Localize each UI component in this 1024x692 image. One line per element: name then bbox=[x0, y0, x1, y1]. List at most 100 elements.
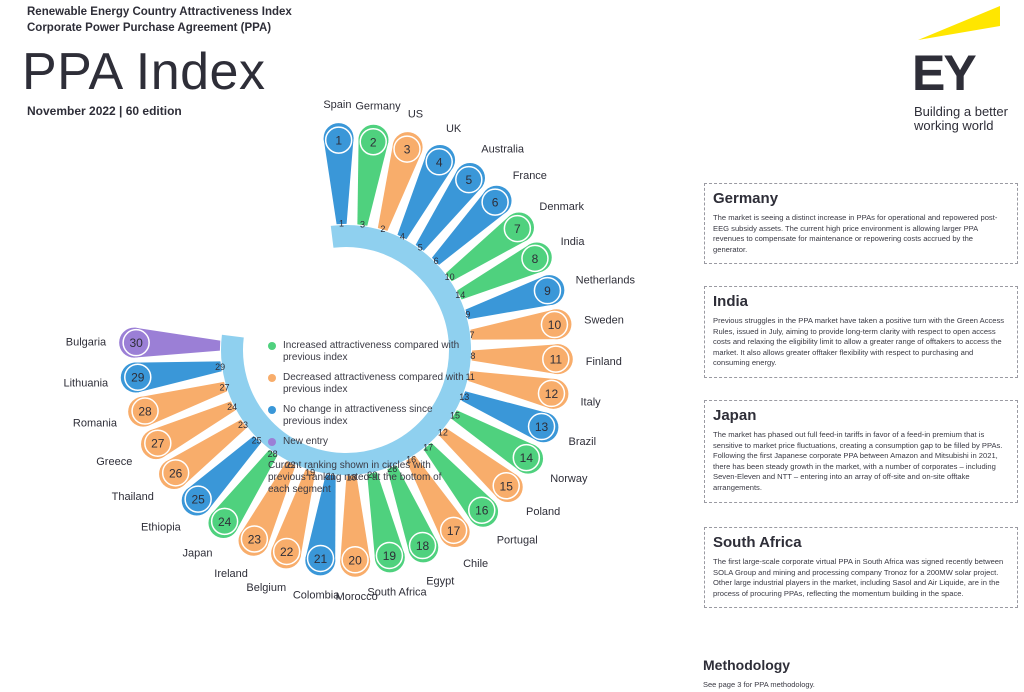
previous-rank-australia: 5 bbox=[418, 242, 423, 252]
country-label-france: France bbox=[513, 170, 547, 182]
rank-number-chile: 17 bbox=[447, 524, 461, 538]
segment-us bbox=[377, 142, 422, 231]
no-change-dot-icon bbox=[268, 406, 276, 414]
country-label-finland: Finland bbox=[586, 356, 622, 368]
segment-egypt bbox=[387, 465, 438, 553]
legend-label: Increased attractiveness compared with p… bbox=[283, 340, 460, 363]
rank-circle-belgium bbox=[272, 537, 301, 566]
rank-number-thailand: 26 bbox=[169, 466, 183, 480]
rank-circle-portugal bbox=[468, 496, 496, 524]
rank-number-ethiopia: 25 bbox=[191, 493, 205, 507]
rank-circle-romania bbox=[131, 397, 159, 425]
note-title: Germany bbox=[713, 190, 779, 207]
previous-rank-denmark: 10 bbox=[445, 272, 455, 282]
note-text: The first large-scale corporate virtual … bbox=[713, 557, 1004, 598]
segment-brazil bbox=[461, 391, 549, 442]
country-label-germany: Germany bbox=[355, 101, 401, 113]
legend-label: Decreased attractiveness compared with p… bbox=[283, 372, 464, 395]
rank-circle-sweden bbox=[540, 310, 569, 339]
country-label-japan: Japan bbox=[182, 548, 212, 560]
rank-circle-south-africa bbox=[375, 541, 404, 570]
previous-rank-belgium: 19 bbox=[305, 467, 315, 477]
previous-rank-sweden: 7 bbox=[470, 330, 475, 340]
legend-item-decreased: Decreased attractiveness compared with p… bbox=[268, 372, 468, 396]
rank-number-india: 8 bbox=[532, 252, 539, 266]
methodology-text: See page 3 for PPA methodology. bbox=[703, 680, 815, 689]
new-entry-dot-icon bbox=[268, 438, 276, 446]
rank-number-netherlands: 9 bbox=[544, 284, 551, 298]
note-title: Japan bbox=[713, 407, 757, 424]
country-label-denmark: Denmark bbox=[539, 201, 584, 213]
rank-number-italy: 12 bbox=[545, 387, 559, 401]
rank-number-poland: 15 bbox=[500, 479, 514, 493]
rank-circle-egypt bbox=[408, 531, 437, 560]
country-label-netherlands: Netherlands bbox=[576, 274, 636, 286]
country-label-brazil: Brazil bbox=[569, 436, 597, 448]
rank-circle-bulgaria bbox=[122, 328, 150, 357]
note-south-africa: South Africa The first large-scale corpo… bbox=[704, 527, 1018, 609]
previous-rank-colombia: 21 bbox=[326, 472, 336, 482]
previous-rank-morocco: 18 bbox=[346, 472, 356, 482]
edition-label: November 2022 | 60 edition bbox=[27, 104, 182, 118]
country-label-egypt: Egypt bbox=[426, 575, 454, 587]
segment-sweden bbox=[470, 309, 559, 340]
legend-label: No change in attractiveness since previo… bbox=[283, 404, 433, 427]
country-label-uk: UK bbox=[446, 123, 462, 135]
segment-italy bbox=[468, 371, 557, 409]
previous-rank-ethiopia: 25 bbox=[252, 436, 262, 446]
decreased-dot-icon bbox=[268, 374, 276, 382]
rank-circle-uk bbox=[425, 148, 453, 176]
country-label-romania: Romania bbox=[73, 418, 118, 430]
increased-dot-icon bbox=[268, 342, 276, 350]
rank-number-romania: 28 bbox=[138, 405, 152, 419]
rank-circle-ethiopia bbox=[184, 485, 212, 513]
country-label-poland: Poland bbox=[526, 506, 560, 518]
previous-rank-south-africa: 20 bbox=[367, 470, 377, 480]
previous-rank-greece: 24 bbox=[227, 402, 237, 412]
previous-rank-chile: 16 bbox=[406, 455, 416, 465]
legend-label: New entry bbox=[283, 436, 329, 447]
country-label-morocco: Morocco bbox=[336, 591, 378, 603]
previous-rank-japan: 28 bbox=[268, 449, 278, 459]
rank-circle-finland bbox=[542, 345, 570, 373]
rank-circle-poland bbox=[492, 472, 520, 500]
rank-number-denmark: 7 bbox=[514, 222, 521, 236]
legend-item-new-entry: New entry bbox=[268, 436, 468, 448]
rank-circle-morocco bbox=[341, 546, 369, 574]
segment-bulgaria bbox=[133, 327, 221, 358]
country-label-south-africa: South Africa bbox=[367, 586, 427, 598]
rank-circle-netherlands bbox=[533, 276, 562, 305]
note-title: India bbox=[713, 293, 749, 310]
rank-number-sweden: 10 bbox=[548, 318, 562, 332]
previous-rank-norway: 15 bbox=[450, 411, 460, 421]
ppa-index-chart: 11Spain23Germany32US44UK55Australia66Fra… bbox=[63, 99, 636, 603]
rank-number-spain: 1 bbox=[335, 134, 342, 148]
rank-number-france: 6 bbox=[492, 196, 499, 210]
country-label-chile: Chile bbox=[463, 558, 488, 570]
country-label-portugal: Portugal bbox=[497, 535, 538, 547]
rank-circle-ireland bbox=[240, 525, 269, 553]
country-label-australia: Australia bbox=[481, 144, 525, 156]
rank-circle-brazil bbox=[527, 412, 556, 441]
note-japan: Japan The market has phased out full fee… bbox=[704, 400, 1018, 503]
rank-number-uk: 4 bbox=[436, 155, 443, 169]
previous-rank-france: 6 bbox=[434, 256, 439, 266]
segment-netherlands bbox=[465, 275, 554, 320]
country-label-bulgaria: Bulgaria bbox=[66, 336, 107, 348]
country-label-spain: Spain bbox=[323, 99, 351, 111]
rank-number-ireland: 23 bbox=[248, 532, 262, 546]
rank-number-bulgaria: 30 bbox=[129, 336, 143, 350]
legend-note: Current ranking shown in circles with pr… bbox=[268, 460, 442, 495]
rank-number-lithuania: 29 bbox=[131, 371, 145, 385]
page-title: PPA Index bbox=[22, 43, 266, 101]
rank-circle-australia bbox=[455, 165, 483, 194]
legend-item-no-change: No change in attractiveness since previo… bbox=[268, 404, 468, 428]
segment-colombia bbox=[305, 474, 336, 563]
country-label-lithuania: Lithuania bbox=[63, 377, 109, 389]
rank-number-greece: 27 bbox=[151, 437, 165, 451]
rank-number-australia: 5 bbox=[465, 173, 472, 187]
rank-number-south-africa: 19 bbox=[383, 549, 397, 563]
rank-number-finland: 11 bbox=[550, 353, 563, 367]
previous-rank-italy: 11 bbox=[466, 372, 475, 382]
rank-number-us: 3 bbox=[404, 143, 411, 157]
